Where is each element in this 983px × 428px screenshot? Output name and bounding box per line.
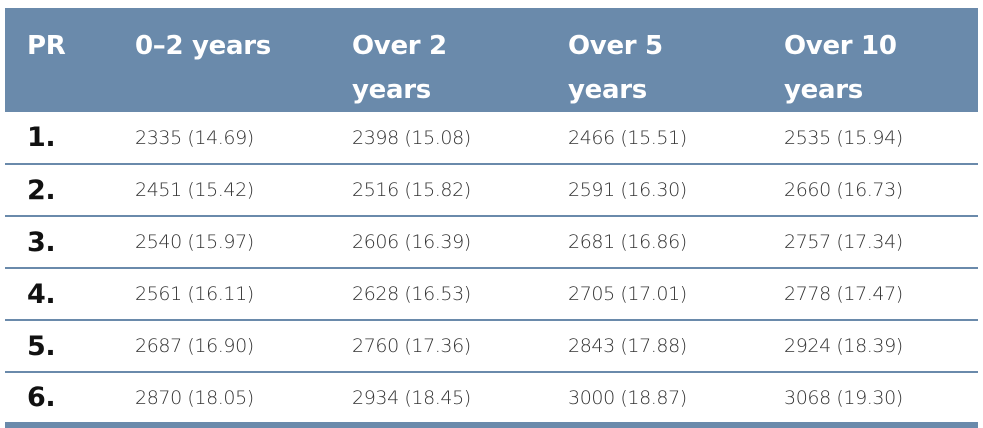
table-row: 4. 2561 (16.11) 2628 (16.53) 2705 (17.01) 27…	[5, 268, 978, 321]
table-cell: 2760 (17.36)	[347, 320, 563, 373]
header-text: Over 2 years	[352, 31, 447, 105]
table-cell: 2705 (17.01)	[563, 268, 779, 321]
header-cell: Over 2 years	[347, 8, 563, 112]
table-cell: 2398 (15.08)	[347, 112, 563, 165]
row-label: 3.	[5, 216, 130, 269]
header-text: Over 10 years	[784, 31, 897, 105]
header-cell: PR	[5, 8, 130, 112]
table-row: 1. 2335 (14.69) 2398 (15.08) 2466 (15.51) 25…	[5, 112, 978, 165]
table-cell: 2660 (16.73)	[779, 164, 978, 217]
table-cell: 2778 (17.47)	[779, 268, 978, 321]
row-label: 5.	[5, 320, 130, 373]
table-cell: 2540 (15.97)	[130, 216, 347, 269]
table-cell: 2591 (16.30)	[563, 164, 779, 217]
row-label: 6.	[5, 372, 130, 428]
table-cell: 2924 (18.39)	[779, 320, 978, 373]
header-cell: Over 5 years	[563, 8, 779, 112]
table-cell: 2466 (15.51)	[563, 112, 779, 165]
table-cell: 2681 (16.86)	[563, 216, 779, 269]
table: PR 0–2 years Over 2 years Over 5 years Over …	[5, 8, 978, 428]
table-cell: 2870 (18.05)	[130, 372, 347, 428]
table-cell: 2451 (15.42)	[130, 164, 347, 217]
table-cell: 2757 (17.34)	[779, 216, 978, 269]
table-cell: 3000 (18.87)	[563, 372, 779, 428]
table-body: 1. 2335 (14.69) 2398 (15.08) 2466 (15.51) 25…	[5, 112, 978, 428]
table-cell: 2628 (16.53)	[347, 268, 563, 321]
row-label: 4.	[5, 268, 130, 321]
row-label: 1.	[5, 112, 130, 165]
table-cell: 2535 (15.94)	[779, 112, 978, 165]
table-cell: 2335 (14.69)	[130, 112, 347, 165]
header-row: PR 0–2 years Over 2 years Over 5 years Over …	[5, 8, 978, 112]
table-cell: 3068 (19.30)	[779, 372, 978, 428]
table-cell: 2606 (16.39)	[347, 216, 563, 269]
table-row: 2. 2451 (15.42) 2516 (15.82) 2591 (16.30) 26…	[5, 164, 978, 217]
table-cell: 2843 (17.88)	[563, 320, 779, 373]
table-row: 3. 2540 (15.97) 2606 (16.39) 2681 (16.86) 27…	[5, 216, 978, 269]
header-cell: 0–2 years	[130, 8, 347, 112]
table-container: PR 0–2 years Over 2 years Over 5 years Over …	[5, 8, 978, 428]
table-cell: 2687 (16.90)	[130, 320, 347, 373]
header-text: Over 5 years	[568, 31, 663, 105]
table-row: 5. 2687 (16.90) 2760 (17.36) 2843 (17.88) 29…	[5, 320, 978, 373]
table-row: 6. 2870 (18.05) 2934 (18.45) 3000 (18.87) 30…	[5, 372, 978, 428]
header-cell: Over 10 years	[779, 8, 978, 112]
table-cell: 2561 (16.11)	[130, 268, 347, 321]
table-cell: 2516 (15.82)	[347, 164, 563, 217]
header-text: PR	[27, 31, 66, 61]
table-cell: 2934 (18.45)	[347, 372, 563, 428]
header-text: 0–2 years	[135, 31, 271, 61]
row-label: 2.	[5, 164, 130, 217]
